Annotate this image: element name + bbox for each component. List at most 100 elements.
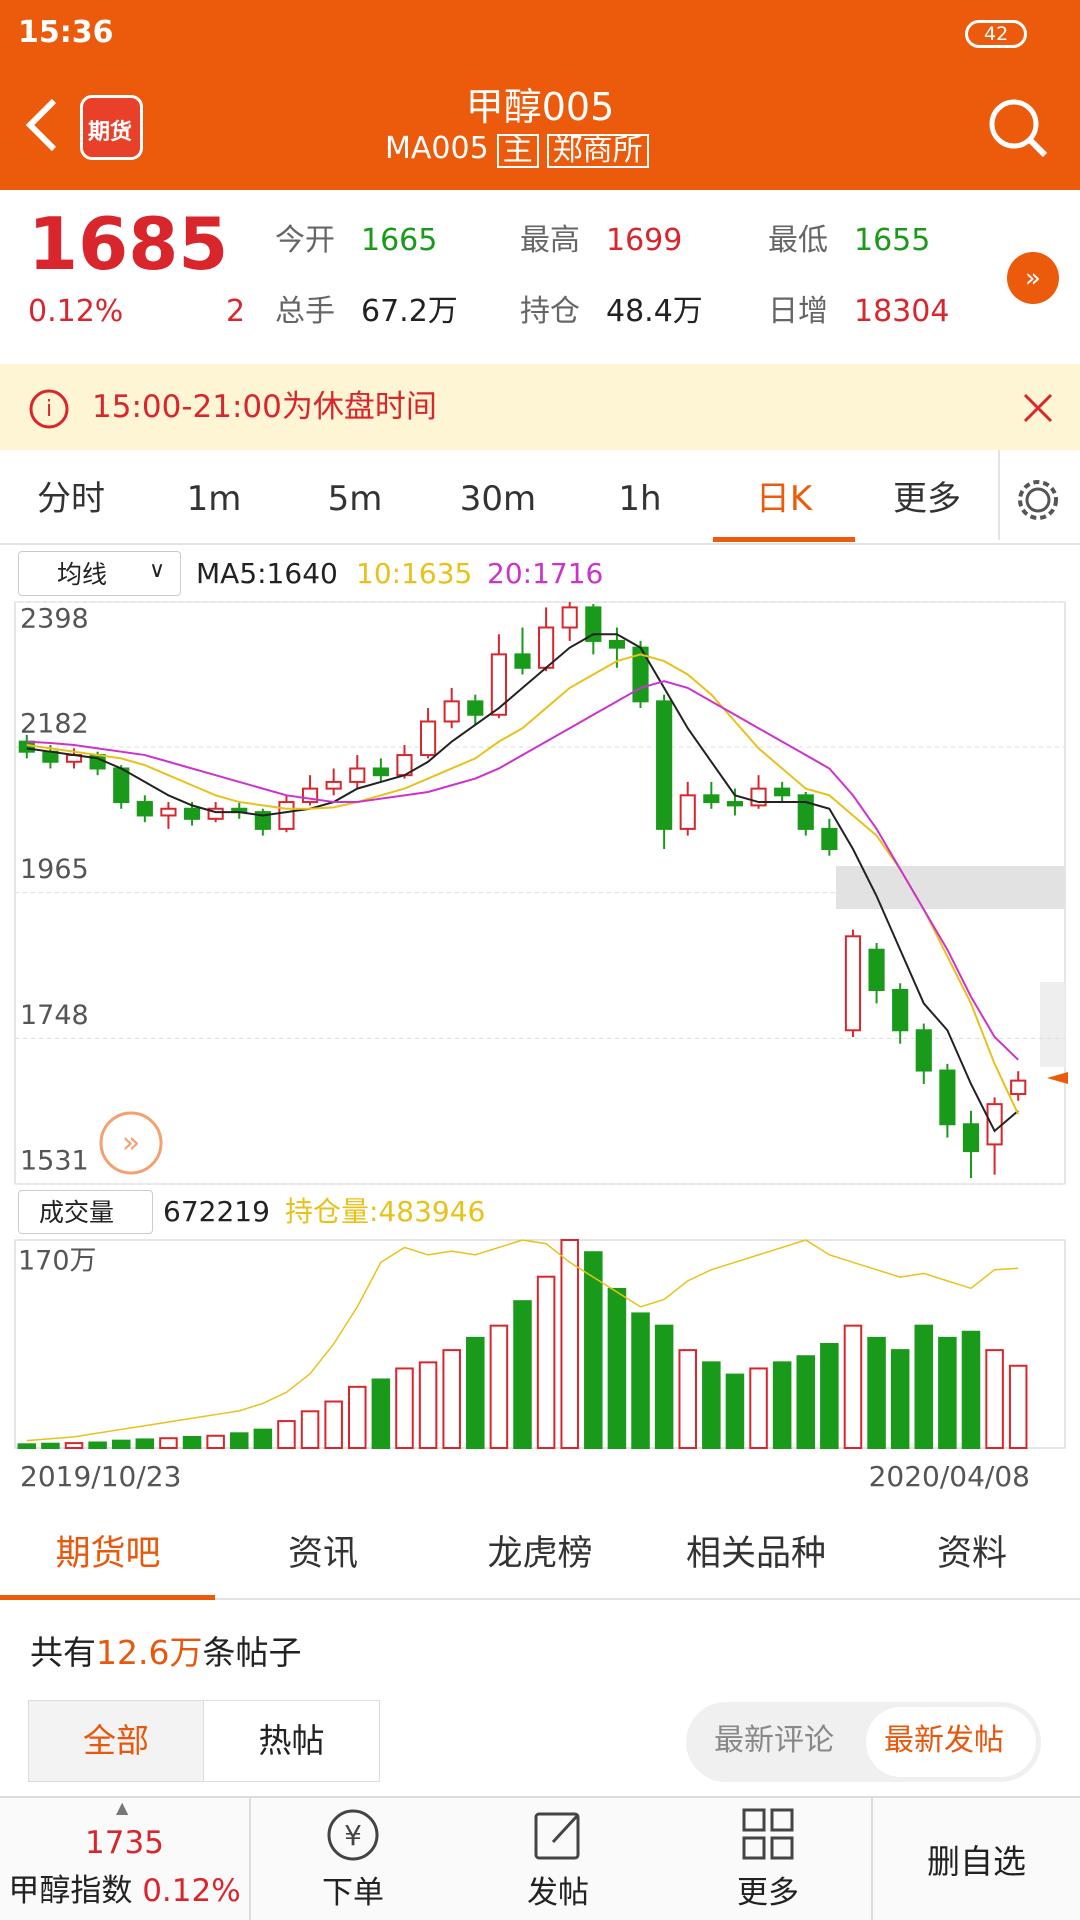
remove-watchlist[interactable]: 删自选 — [927, 1842, 1026, 1881]
price: 1685 — [28, 202, 229, 286]
period-tab[interactable]: 5m — [327, 479, 383, 519]
y-tick-label: 1965 — [20, 854, 89, 885]
sort-option[interactable]: 最新发帖 — [884, 1723, 1004, 1758]
section-tab[interactable]: 资料 — [936, 1534, 1007, 1574]
section-tab[interactable]: 龙虎榜 — [487, 1534, 593, 1574]
svg-text:i: i — [46, 397, 52, 422]
order-icon: ¥ — [327, 1809, 379, 1861]
candle-body — [986, 1103, 1003, 1146]
candle-body — [1010, 1079, 1027, 1096]
volume-bar — [206, 1434, 225, 1450]
filter-toggle: 全部 热帖 — [28, 1700, 380, 1782]
code: MA005 — [385, 131, 489, 166]
ma-line — [26, 680, 1019, 1061]
period-tab[interactable]: 日K — [755, 479, 813, 519]
section-tab[interactable]: 相关品种 — [685, 1534, 826, 1574]
logo: 期货 — [80, 95, 143, 160]
ma-selector-text: 均线 — [57, 560, 108, 589]
candle-body — [136, 801, 153, 817]
x-tick-label: 2020/04/08 — [869, 1460, 1030, 1493]
search-button[interactable] — [985, 95, 1050, 160]
index-pct: 0.12% — [142, 1873, 241, 1909]
ma-line — [26, 653, 1020, 1115]
bottom-item[interactable]: 更多 — [737, 1875, 799, 1911]
candle-body — [420, 720, 437, 757]
volume-bar — [324, 1400, 343, 1450]
subtitle: MA005 主 郑商所 — [385, 134, 649, 168]
volume-bar — [41, 1442, 60, 1450]
volume-bar — [466, 1336, 485, 1449]
tag: 郑商所 — [546, 134, 649, 168]
filter-option[interactable]: 热帖 — [258, 1721, 325, 1760]
candle-body — [372, 767, 389, 777]
battery: 42 — [965, 20, 1027, 48]
period-tab[interactable]: 更多 — [893, 479, 961, 519]
caret-up: ▲ — [116, 1798, 129, 1817]
post-icon — [534, 1812, 580, 1860]
field-label: 最高 — [520, 223, 580, 258]
candle-body — [538, 626, 555, 669]
index-value[interactable]: 1735 — [85, 1825, 164, 1861]
y-tick-label: 170万 — [18, 1246, 97, 1277]
price-marker — [1047, 1072, 1068, 1084]
volume-bar — [135, 1438, 155, 1449]
candle-body — [443, 700, 460, 723]
expand-button[interactable]: » — [1006, 251, 1060, 305]
field-label: 今开 — [275, 223, 335, 258]
candle-body — [821, 827, 838, 851]
volume-bar — [820, 1343, 839, 1449]
side-handle[interactable] — [1040, 982, 1065, 1067]
period-tab[interactable]: 30m — [459, 479, 537, 519]
close-notice[interactable] — [1022, 392, 1054, 424]
field-value: 67.2万 — [361, 294, 458, 329]
volume-bar — [914, 1324, 934, 1449]
period-tab[interactable]: 1m — [186, 479, 242, 519]
bottom-item[interactable]: 发帖 — [527, 1875, 589, 1911]
history-button[interactable] — [99, 1111, 163, 1175]
sort-active-bg — [866, 1707, 1036, 1777]
section-tab[interactable]: 资讯 — [287, 1534, 358, 1574]
candle-body — [844, 935, 862, 1032]
volume-bar — [442, 1349, 461, 1449]
candle-body — [207, 807, 224, 820]
section-tab[interactable]: 期货吧 — [55, 1534, 161, 1574]
y-tick-label: 2398 — [20, 604, 89, 635]
period-tab[interactable]: 分时 — [37, 479, 105, 519]
volume-bar — [17, 1443, 37, 1449]
settings-button[interactable] — [1016, 478, 1060, 522]
period-tab[interactable]: 1h — [618, 479, 662, 519]
candle-body — [962, 1123, 980, 1153]
bottom-item[interactable]: 下单 — [322, 1875, 384, 1911]
y-tick-label: 1748 — [20, 1000, 89, 1031]
volume-bar — [88, 1441, 107, 1449]
volume-bar — [229, 1432, 249, 1449]
sort-option[interactable]: 最新评论 — [714, 1723, 834, 1758]
highlight-band — [836, 866, 1065, 909]
section-indicator — [0, 1595, 215, 1600]
ma-selector[interactable]: 均线 ∨ — [18, 551, 181, 596]
svg-text:¥: ¥ — [344, 1819, 362, 1852]
volume-selector[interactable]: 成交量 — [18, 1190, 153, 1234]
info-icon: i — [29, 389, 69, 429]
volume-bar — [348, 1385, 367, 1450]
field-value: 48.4万 — [606, 294, 703, 329]
volume-bar — [182, 1435, 202, 1449]
volume-bar — [725, 1373, 745, 1450]
candle-body — [349, 767, 366, 783]
filter-option[interactable]: 全部 — [29, 1701, 204, 1781]
section-tabs — [0, 1505, 1080, 1600]
candle-body — [514, 653, 531, 669]
volume-bar — [631, 1312, 650, 1450]
candle-body — [774, 787, 791, 797]
volume-bar — [584, 1251, 603, 1450]
divider — [871, 1798, 873, 1920]
candle-body — [561, 606, 578, 629]
price-chart: » 1531 1748 1965 2182 2398 — [14, 601, 1068, 1185]
volume-bar — [961, 1330, 981, 1449]
volume-bar — [513, 1300, 532, 1449]
back-button[interactable] — [20, 95, 64, 155]
index-row[interactable]: 甲醇指数 0.12% — [0, 1876, 249, 1907]
index-name: 甲醇指数 — [8, 1873, 133, 1909]
header-bg — [0, 0, 1080, 190]
candle-body — [656, 700, 673, 830]
